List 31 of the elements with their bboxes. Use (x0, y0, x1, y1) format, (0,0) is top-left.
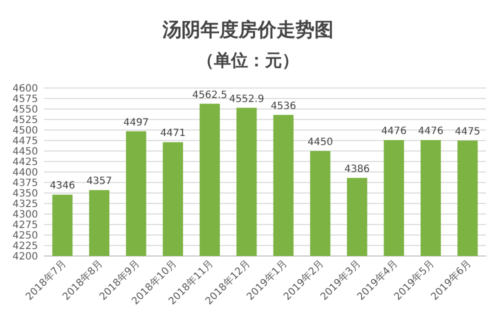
y-tick-label: 4375 (12, 178, 38, 189)
y-tick-label: 4300 (12, 210, 38, 220)
y-tick-label: 4325 (12, 199, 38, 210)
y-tick-label: 4575 (12, 94, 38, 105)
y-tick-label: 4600 (12, 84, 38, 94)
y-tick-label: 4400 (12, 168, 38, 178)
data-label: 4497 (123, 117, 149, 128)
data-label: 4471 (160, 128, 186, 140)
data-label: 4357 (86, 176, 112, 188)
data-label: 4346 (50, 180, 76, 192)
data-label: 4536 (270, 100, 296, 112)
y-tick-label: 4550 (12, 104, 38, 116)
chart-title: 汤阴年度房价走势图 (162, 19, 334, 41)
y-tick-label: 4475 (12, 136, 38, 147)
y-tick-label: 4525 (12, 115, 38, 126)
y-tick-label: 4250 (12, 230, 38, 242)
y-tick-label: 4275 (12, 220, 38, 231)
y-tick-label: 4200 (12, 252, 38, 262)
data-label: 4475 (454, 126, 480, 138)
data-label: 4552.9 (229, 94, 264, 105)
y-tick-label: 4450 (12, 146, 38, 158)
y-tick-label: 4425 (12, 157, 38, 168)
y-tick-label: 4225 (12, 241, 38, 252)
data-label: 4476 (418, 126, 444, 138)
data-label: 4562.5 (192, 90, 228, 101)
chart-subtitle: （单位：元） (197, 51, 299, 71)
y-tick-label: 4350 (12, 188, 38, 200)
data-label: 4476 (381, 126, 407, 138)
data-label: 4450 (308, 137, 333, 148)
y-tick-label: 4500 (12, 126, 38, 136)
data-label: 4386 (344, 164, 370, 175)
